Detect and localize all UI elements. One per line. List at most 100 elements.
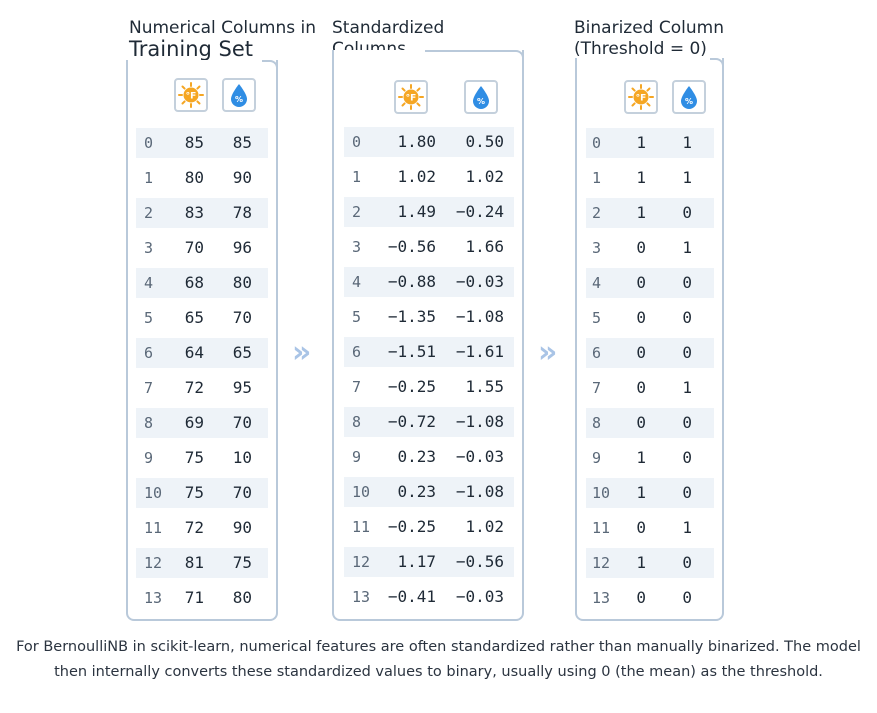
temperature-value: 1 bbox=[636, 133, 646, 152]
temperature-value: −0.56 bbox=[387, 237, 436, 256]
panel-box-top-edge bbox=[262, 60, 270, 62]
row-index: 13 bbox=[352, 588, 371, 606]
table-row: 12 1.17 −0.56 bbox=[344, 547, 514, 577]
temperature-value: 72 bbox=[184, 378, 204, 397]
row-index: 3 bbox=[352, 238, 362, 256]
row-index: 0 bbox=[144, 134, 154, 152]
arrow-right-icon: » bbox=[292, 335, 312, 370]
humidity-value: 95 bbox=[232, 378, 252, 397]
temperature-value: 80 bbox=[184, 168, 204, 187]
temperature-value: 1.17 bbox=[397, 552, 436, 571]
table-row: 8 0 0 bbox=[586, 408, 714, 438]
humidity-value: −0.03 bbox=[455, 587, 504, 606]
temperature-value: 75 bbox=[184, 448, 204, 467]
temperature-value: 1 bbox=[636, 553, 646, 572]
table-row: 11 0 1 bbox=[586, 513, 714, 543]
table-row: 8 69 70 bbox=[136, 408, 268, 438]
row-index: 6 bbox=[144, 344, 154, 362]
row-index: 5 bbox=[144, 309, 154, 327]
humidity-value: 0 bbox=[682, 448, 692, 467]
table-row: 13 −0.41 −0.03 bbox=[344, 582, 514, 612]
humidity-value: 75 bbox=[232, 553, 252, 572]
table-row: 7 0 1 bbox=[586, 373, 714, 403]
humidity-value: −1.08 bbox=[455, 482, 504, 501]
table-row: 2 1.49 −0.24 bbox=[344, 197, 514, 227]
row-index: 13 bbox=[144, 589, 163, 607]
row-index: 7 bbox=[352, 378, 362, 396]
svg-text:°F: °F bbox=[636, 94, 647, 104]
humidity-value: 70 bbox=[232, 483, 252, 502]
humidity-value: 0 bbox=[682, 483, 692, 502]
row-index: 6 bbox=[352, 343, 362, 361]
panel-box-top-edge bbox=[425, 50, 514, 52]
table-row: 3 0 1 bbox=[586, 233, 714, 263]
row-index: 10 bbox=[144, 484, 163, 502]
temperature-value: −0.88 bbox=[387, 272, 436, 291]
table-row: 7 −0.25 1.55 bbox=[344, 372, 514, 402]
humidity-value: 80 bbox=[232, 273, 252, 292]
temperature-value: 0 bbox=[636, 413, 646, 432]
humidity-value: 1 bbox=[682, 518, 692, 537]
table-row: 6 64 65 bbox=[136, 338, 268, 368]
humidity-value: 78 bbox=[232, 203, 252, 222]
temperature-value: 1 bbox=[636, 168, 646, 187]
table-row: 5 65 70 bbox=[136, 303, 268, 333]
temperature-value: 0 bbox=[636, 518, 646, 537]
humidity-value: 1 bbox=[682, 168, 692, 187]
humidity-value: 0 bbox=[682, 343, 692, 362]
table-row: 13 71 80 bbox=[136, 583, 268, 613]
table-row: 0 1 1 bbox=[586, 128, 714, 158]
temperature-value: 0 bbox=[636, 308, 646, 327]
table-row: 9 75 10 bbox=[136, 443, 268, 473]
row-index: 4 bbox=[592, 274, 602, 292]
table-row: 2 83 78 bbox=[136, 198, 268, 228]
table-row: 10 75 70 bbox=[136, 478, 268, 508]
arrow-right-icon: » bbox=[538, 335, 558, 370]
humidity-value: 0 bbox=[682, 308, 692, 327]
humidity-value: 90 bbox=[232, 518, 252, 537]
temperature-value: 1 bbox=[636, 448, 646, 467]
temperature-sun-icon: °F bbox=[174, 78, 208, 112]
temperature-value: 65 bbox=[184, 308, 204, 327]
row-index: 12 bbox=[352, 553, 371, 571]
row-index: 4 bbox=[352, 273, 362, 291]
row-index: 11 bbox=[144, 519, 163, 537]
humidity-value: 0 bbox=[682, 553, 692, 572]
row-index: 10 bbox=[352, 483, 371, 501]
humidity-drop-icon: % bbox=[222, 78, 256, 112]
svg-text:%: % bbox=[235, 95, 243, 104]
panel-title-training: Numerical Columns in Training Set bbox=[129, 18, 316, 60]
svg-text:°F: °F bbox=[406, 94, 417, 104]
temperature-value: −0.25 bbox=[387, 377, 436, 396]
humidity-value: −1.61 bbox=[455, 342, 504, 361]
temperature-value: −1.51 bbox=[387, 342, 436, 361]
temperature-value: 75 bbox=[184, 483, 204, 502]
humidity-value: 0.50 bbox=[465, 132, 504, 151]
humidity-value: −0.56 bbox=[455, 552, 504, 571]
humidity-value: 0 bbox=[682, 413, 692, 432]
figure-caption: For BernoulliNB in scikit-learn, numeric… bbox=[16, 639, 861, 680]
panel-title-line2: (Threshold = 0) bbox=[574, 39, 707, 59]
row-index: 7 bbox=[592, 379, 602, 397]
temperature-value: 69 bbox=[184, 413, 204, 432]
row-index: 4 bbox=[144, 274, 154, 292]
panel-title-line1: Binarized Column bbox=[574, 18, 724, 38]
row-index: 5 bbox=[352, 308, 362, 326]
table-row: 10 0.23 −1.08 bbox=[344, 477, 514, 507]
temperature-value: 71 bbox=[184, 588, 204, 607]
temperature-value: −0.72 bbox=[387, 412, 436, 431]
panel-title-line2: Training Set bbox=[129, 37, 254, 61]
row-index: 1 bbox=[352, 168, 362, 186]
temperature-value: 0.23 bbox=[397, 447, 436, 466]
row-index: 3 bbox=[144, 239, 154, 257]
row-index: 9 bbox=[352, 448, 362, 466]
table-row: 0 1.80 0.50 bbox=[344, 127, 514, 157]
row-index: 8 bbox=[352, 413, 362, 431]
table-row: 12 81 75 bbox=[136, 548, 268, 578]
humidity-value: 1.66 bbox=[465, 237, 504, 256]
humidity-value: 96 bbox=[232, 238, 252, 257]
row-index: 2 bbox=[144, 204, 154, 222]
humidity-value: −0.03 bbox=[455, 272, 504, 291]
humidity-value: 0 bbox=[682, 588, 692, 607]
temperature-value: 1.49 bbox=[397, 202, 436, 221]
